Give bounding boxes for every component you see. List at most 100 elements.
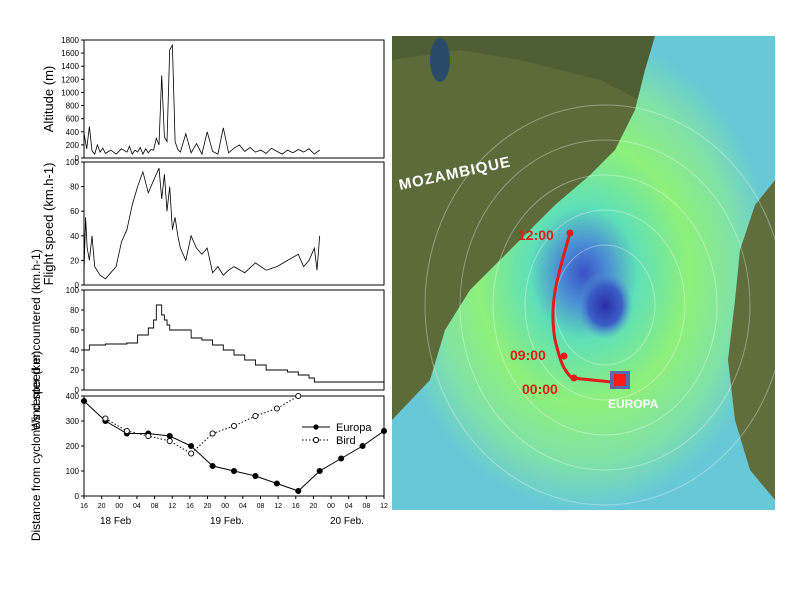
y-tick-label: 0 [75, 281, 80, 290]
y-tick-label: 1400 [61, 62, 79, 71]
europa-data-point [359, 442, 366, 450]
wind-speed-y-ticks: 0 20 40 60 80 100 [66, 286, 84, 395]
y-tick-label: 60 [70, 326, 79, 335]
date-label-20-feb: 20 Feb. [330, 516, 364, 527]
flight-speed-panel: 0 20 40 60 80 100 Flight speed (km.h-1) [41, 158, 385, 290]
y-tick-label: 200 [66, 141, 80, 150]
y-tick-label: 1200 [61, 75, 79, 84]
y-tick-label: 600 [66, 115, 80, 124]
y-tick-label: 100 [66, 467, 80, 476]
x-tick-label: 04 [239, 503, 247, 510]
y-tick-label: 40 [70, 232, 79, 241]
legend-europa-label: Europa [336, 422, 372, 434]
x-tick-label: 20 [204, 503, 212, 510]
legend-europa-marker [313, 424, 319, 430]
y-tick-label: 800 [66, 102, 80, 111]
europa-data-point [338, 455, 345, 462]
bird-data-point [145, 432, 152, 440]
y-tick-label: 20 [70, 256, 79, 265]
wind-speed-plot-frame [83, 289, 385, 391]
bird-data-point [230, 422, 238, 430]
y-tick-label: 20 [70, 366, 79, 375]
y-tick-label: 1600 [61, 49, 79, 58]
y-tick-label: 80 [70, 183, 79, 192]
date-label-18-feb: 18 Feb [100, 516, 132, 527]
y-tick-label: 100 [66, 158, 80, 167]
bird-data-point [209, 430, 216, 437]
wind-streaks [424, 104, 775, 506]
y-tick-label: 0 [75, 492, 80, 501]
y-tick-label: 60 [70, 207, 79, 216]
date-label-19-feb: 19 Feb. [210, 516, 244, 527]
europa-data-point [188, 442, 195, 450]
wind-speed-panel: 0 20 40 60 80 100 Wind speed encountered (km.… [29, 249, 385, 431]
x-tick-label: 08 [362, 503, 370, 510]
legend-bird-marker [312, 436, 320, 444]
y-tick-label: 1000 [61, 88, 79, 97]
time-label-00-00: 00:00 [522, 381, 558, 397]
map-label-europa: EUROPA [608, 397, 659, 411]
altitude-series-line [83, 43, 320, 156]
bird-data-point [252, 412, 259, 420]
x-tick-label: 16 [186, 503, 194, 510]
x-tick-label: 16 [292, 503, 300, 510]
x-tick-label: 04 [133, 503, 141, 510]
europa-data-point [166, 432, 173, 440]
x-tick-label: 00 [221, 503, 229, 510]
x-tick-label: 04 [345, 503, 353, 510]
y-tick-label: 100 [66, 286, 80, 295]
map-madagascar-coast [728, 180, 775, 500]
bird-data-point [188, 450, 195, 457]
altitude-y-ticks: 0 200 400 600 800 1000 1200 1400 1600 1800 [61, 36, 84, 163]
x-tick-label: 00 [115, 503, 123, 510]
wind-speed-y-axis-label: Wind speed encountered (km.h-1) [29, 249, 43, 430]
time-label-09-00: 09:00 [510, 347, 546, 363]
distance-legend: Europa Bird [302, 422, 372, 447]
legend-bird-label: Bird [336, 435, 356, 447]
europa-data-point [380, 427, 388, 435]
y-tick-label: 1800 [61, 36, 79, 45]
europa-data-point [209, 462, 216, 470]
distance-x-ticks: 16 20 00 04 08 12 16 20 00 04 08 12 16 20 00 04 08 12 [80, 496, 388, 510]
track-point-12-00 [566, 229, 574, 237]
track-point-09-00 [560, 352, 568, 360]
x-tick-label: 20 [310, 503, 318, 510]
cyclone-eye [577, 271, 633, 339]
flight-speed-series-line [83, 168, 321, 280]
x-tick-label: 20 [98, 503, 106, 510]
x-tick-label: 16 [80, 503, 88, 510]
europa-data-point [80, 397, 88, 405]
europa-data-point [316, 467, 323, 475]
y-tick-label: 400 [66, 128, 80, 137]
bird-data-point [166, 437, 173, 445]
x-tick-label: 08 [257, 503, 265, 510]
track-point-00-00 [570, 374, 578, 382]
time-label-12-00: 12:00 [518, 227, 554, 243]
bird-data-point [295, 392, 302, 400]
y-tick-label: 400 [66, 392, 80, 401]
flight-speed-plot-frame [83, 161, 385, 286]
europa-data-point [252, 472, 259, 480]
europa-data-point [230, 467, 238, 475]
bird-track-line [551, 232, 613, 384]
bird-series-markers [102, 392, 302, 457]
cyclone-map [392, 36, 775, 510]
y-tick-label: 40 [70, 346, 79, 355]
europa-data-point [295, 487, 302, 495]
europa-island-marker [614, 374, 626, 386]
x-tick-label: 08 [151, 503, 159, 510]
x-tick-label: 12 [168, 503, 176, 510]
altitude-y-axis-label: Altitude (m) [41, 66, 56, 132]
x-tick-label: 12 [274, 503, 282, 510]
altitude-panel: 0 200 400 600 800 1000 1200 1400 1600 1800 Altitu… [41, 36, 385, 163]
distance-y-ticks: 0 100 200 300 400 [66, 392, 84, 501]
map-lake [430, 38, 450, 82]
y-tick-label: 0 [75, 386, 80, 395]
europa-series-markers [80, 397, 388, 495]
bird-data-point [102, 415, 109, 422]
y-tick-label: 300 [66, 417, 80, 426]
x-tick-label: 00 [327, 503, 335, 510]
flight-speed-y-ticks: 0 20 40 60 80 100 [66, 158, 84, 290]
